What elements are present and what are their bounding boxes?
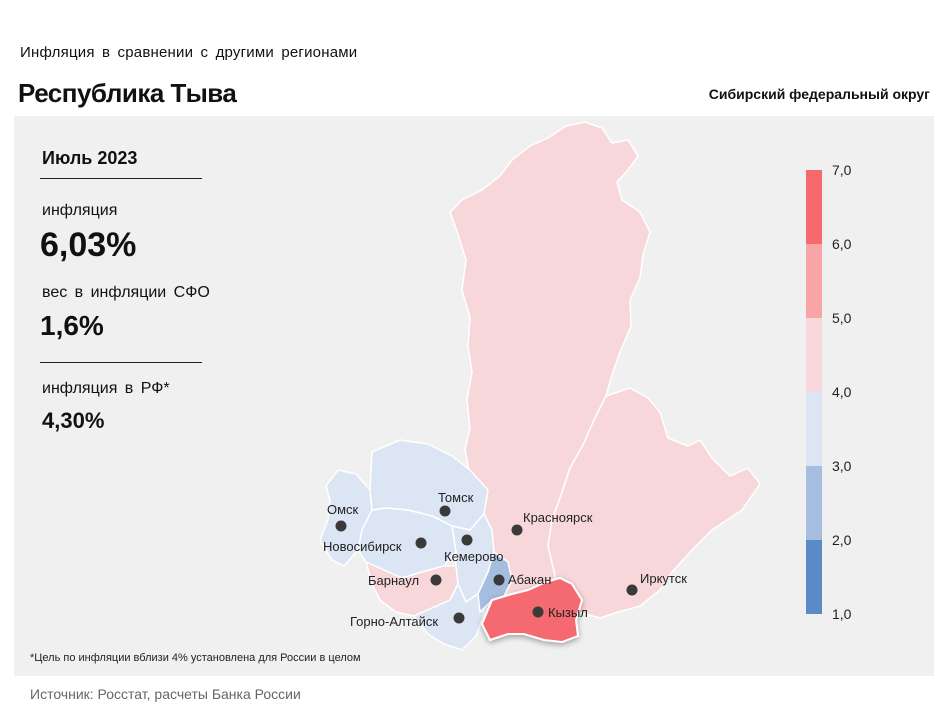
legend-bin: [806, 466, 822, 540]
legend-bin: [806, 318, 822, 392]
city-krasnoyarsk: Красноярск: [511, 510, 593, 536]
legend-bin: [806, 392, 822, 466]
rf-inflation-value: 4,30%: [42, 408, 105, 433]
divider: [40, 362, 202, 363]
svg-text:Кызыл: Кызыл: [548, 605, 588, 620]
svg-text:Красноярск: Красноярск: [523, 510, 593, 525]
svg-text:Горно-Алтайск: Горно-Алтайск: [350, 614, 438, 629]
page-subtitle: Инфляция в сравнении с другими регионами: [20, 44, 358, 61]
city-irkutsk: Иркутск: [626, 571, 687, 596]
city-gorno-altaysk: Горно-Алтайск: [350, 612, 465, 629]
legend-bin: [806, 244, 822, 318]
inflation-value: 6,03%: [40, 226, 137, 264]
legend-tick-label: 7,0: [832, 162, 852, 178]
inflation-label: инфляция: [42, 202, 118, 219]
period-label: Июль 2023: [42, 148, 138, 168]
svg-text:Иркутск: Иркутск: [640, 571, 687, 586]
footnote: *Цель по инфляции вблизи 4% установлена …: [30, 652, 361, 664]
legend-tick-label: 6,0: [832, 236, 852, 252]
city-novosibirsk: Новосибирск: [323, 537, 427, 554]
region-irkutsk: [547, 387, 761, 619]
legend-tick-label: 3,0: [832, 458, 852, 474]
svg-text:Кемерово: Кемерово: [444, 549, 503, 564]
stats-block: Июль 2023 инфляция 6,03% вес в инфляции …: [14, 116, 234, 436]
legend-bin: [806, 540, 822, 614]
weight-label: вес в инфляции СФО: [42, 284, 210, 301]
city-tomsk: Томск: [438, 490, 474, 517]
source-note: Источник: Росстат, расчеты Банка России: [30, 686, 301, 702]
color-scale-legend: 7,0 6,0 5,0 4,0 3,0 2,0 1,0: [806, 162, 852, 622]
rf-inflation-label: инфляция в РФ*: [42, 380, 170, 397]
page-title: Республика Тыва: [18, 78, 237, 108]
city-kyzyl: Кызыл: [532, 605, 588, 620]
svg-text:Барнаул: Барнаул: [368, 573, 419, 588]
svg-text:Абакан: Абакан: [508, 572, 551, 587]
city-kemerovo: Кемерово: [444, 534, 503, 564]
svg-text:Омск: Омск: [327, 502, 359, 517]
legend-bin: [806, 170, 822, 244]
city-omsk: Омск: [327, 502, 359, 532]
legend-tick-label: 4,0: [832, 384, 852, 400]
svg-text:Томск: Томск: [438, 490, 474, 505]
legend-tick-label: 1,0: [832, 606, 852, 622]
city-abakan: Абакан: [493, 572, 551, 587]
city-barnaul: Барнаул: [368, 573, 442, 588]
legend-tick-label: 2,0: [832, 532, 852, 548]
district-label: Сибирский федеральный округ: [708, 86, 930, 102]
weight-value: 1,6%: [40, 310, 104, 341]
svg-text:Новосибирск: Новосибирск: [323, 539, 402, 554]
legend-tick-label: 5,0: [832, 310, 852, 326]
divider: [40, 178, 202, 179]
region-tuva: [480, 576, 584, 644]
